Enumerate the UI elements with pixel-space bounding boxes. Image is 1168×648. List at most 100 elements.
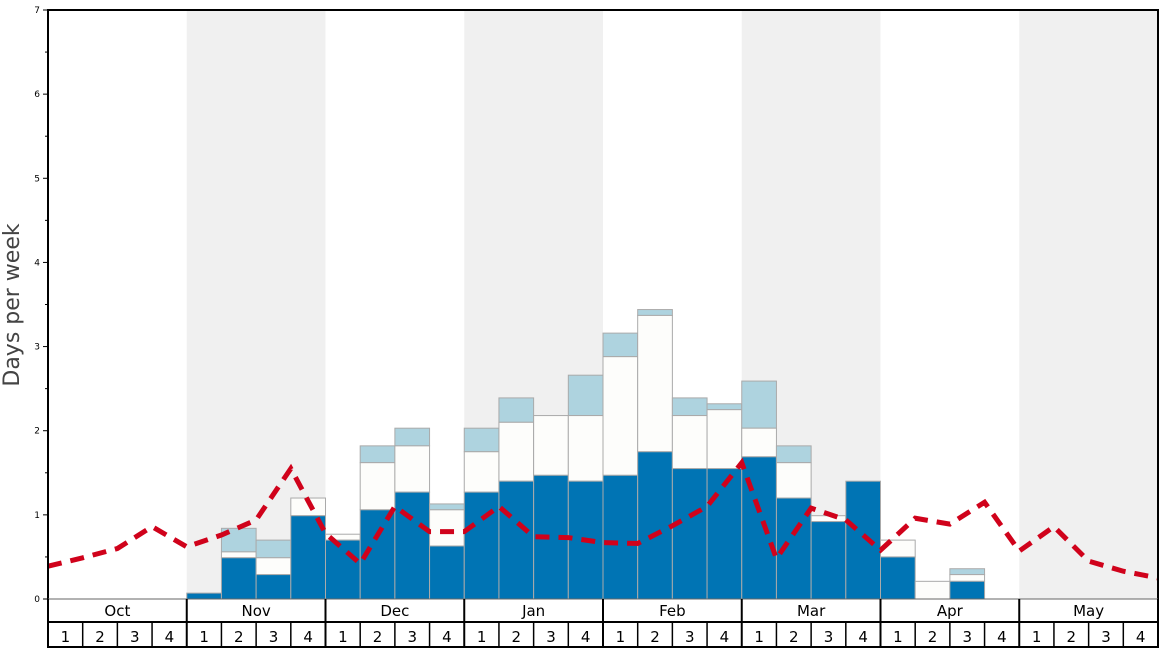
week-label: 4 bbox=[303, 628, 313, 646]
bar-segment-light bbox=[429, 503, 465, 511]
week-label: 1 bbox=[477, 628, 487, 646]
week-label: 1 bbox=[616, 628, 626, 646]
bar-segment-light bbox=[394, 427, 431, 447]
month-label-apr: Apr bbox=[937, 602, 964, 620]
bar-segment-dark bbox=[429, 545, 465, 600]
y-tick-label: 6 bbox=[34, 90, 40, 100]
bar-segment-mid bbox=[429, 509, 465, 547]
week-label: 4 bbox=[1136, 628, 1146, 646]
bar-segment-light bbox=[359, 445, 396, 464]
week-label: 3 bbox=[269, 628, 279, 646]
bar-segment-dark bbox=[741, 456, 777, 600]
bar-segment-mid bbox=[602, 356, 639, 476]
week-label: 1 bbox=[754, 628, 764, 646]
week-label: 2 bbox=[373, 628, 383, 646]
bar-segment-mid bbox=[637, 314, 673, 453]
week-label: 3 bbox=[546, 628, 556, 646]
bar-segment-dark bbox=[463, 491, 500, 600]
week-label: 1 bbox=[199, 628, 209, 646]
bar-segment-mid bbox=[463, 451, 500, 493]
week-label: 3 bbox=[824, 628, 834, 646]
bar-segment-dark bbox=[845, 480, 881, 600]
bar-segment-light bbox=[567, 374, 604, 417]
week-label: 2 bbox=[95, 628, 105, 646]
y-tick-label: 1 bbox=[34, 511, 40, 521]
bar-segment-light bbox=[498, 397, 535, 423]
bar-segment-dark bbox=[949, 580, 986, 600]
week-label: 2 bbox=[1067, 628, 1077, 646]
week-label: 4 bbox=[581, 628, 591, 646]
bar-segment-mid bbox=[359, 462, 396, 511]
week-label: 3 bbox=[962, 628, 972, 646]
y-tick-label: 0 bbox=[34, 595, 40, 605]
bar-segment-dark bbox=[637, 451, 673, 600]
month-label-dec: Dec bbox=[380, 602, 409, 620]
bar-segment-light bbox=[255, 539, 292, 559]
bar-segment-dark bbox=[325, 539, 361, 600]
bar-segment-mid bbox=[220, 551, 257, 559]
month-label-may: May bbox=[1073, 602, 1104, 620]
bar-segment-dark bbox=[255, 574, 292, 600]
week-label: 3 bbox=[685, 628, 695, 646]
week-label: 2 bbox=[234, 628, 244, 646]
week-label: 1 bbox=[1032, 628, 1042, 646]
week-label: 2 bbox=[512, 628, 522, 646]
week-label: 4 bbox=[165, 628, 175, 646]
bar-segment-light bbox=[775, 445, 812, 464]
bar-segment-dark bbox=[602, 474, 639, 600]
month-shade-may bbox=[1019, 10, 1158, 599]
bar-segment-dark bbox=[220, 557, 257, 600]
month-label-jan: Jan bbox=[521, 602, 545, 620]
week-label: 1 bbox=[338, 628, 348, 646]
bar-segment-light bbox=[463, 427, 500, 453]
month-label-nov: Nov bbox=[241, 602, 270, 620]
bar-segment-mid bbox=[741, 427, 777, 458]
week-label: 2 bbox=[928, 628, 938, 646]
month-label-oct: Oct bbox=[104, 602, 130, 620]
bar-segment-dark bbox=[706, 468, 743, 600]
week-label: 4 bbox=[442, 628, 452, 646]
bar-segment-dark bbox=[290, 515, 326, 600]
week-label: 2 bbox=[789, 628, 799, 646]
bar-segment-light bbox=[706, 403, 743, 411]
y-tick-label: 2 bbox=[34, 427, 40, 437]
bar-segment-mid bbox=[671, 415, 708, 470]
bar-segment-mid bbox=[706, 409, 743, 470]
bar-segment-mid bbox=[394, 445, 431, 493]
bar-segment-light bbox=[949, 568, 986, 576]
week-label: 4 bbox=[720, 628, 730, 646]
week-label: 1 bbox=[61, 628, 71, 646]
bar-segment-dark bbox=[810, 521, 847, 600]
y-tick-label: 5 bbox=[34, 174, 40, 184]
y-axis-label: Days per week bbox=[0, 223, 25, 386]
month-label-feb: Feb bbox=[659, 602, 686, 620]
bar-segment-light bbox=[602, 332, 639, 358]
bar-segment-dark bbox=[394, 491, 431, 600]
bar-segment-light bbox=[637, 309, 673, 316]
bar-segment-dark bbox=[671, 468, 708, 600]
bar-segment-dark bbox=[186, 592, 222, 600]
bar-segment-mid bbox=[567, 415, 604, 482]
week-label: 4 bbox=[858, 628, 868, 646]
bar-segment-dark bbox=[880, 556, 916, 600]
bar-segment-mid bbox=[949, 574, 986, 582]
bar-segment-mid bbox=[498, 421, 535, 482]
week-label: 4 bbox=[997, 628, 1007, 646]
week-label: 3 bbox=[407, 628, 417, 646]
y-tick-label: 4 bbox=[34, 258, 40, 268]
bar-segment-mid bbox=[914, 580, 951, 600]
bar-segment-mid bbox=[255, 557, 292, 576]
week-label: 1 bbox=[893, 628, 903, 646]
y-tick-label: 7 bbox=[34, 6, 40, 16]
month-label-mar: Mar bbox=[797, 602, 826, 620]
week-label: 3 bbox=[130, 628, 140, 646]
bar-segment-mid bbox=[533, 415, 569, 476]
bar-segment-light bbox=[671, 397, 708, 417]
bar-segment-dark bbox=[498, 480, 535, 600]
week-label: 2 bbox=[650, 628, 660, 646]
y-tick-label: 3 bbox=[34, 343, 40, 353]
bar-segment-light bbox=[741, 380, 777, 429]
bar-segment-mid bbox=[775, 462, 812, 499]
week-label: 3 bbox=[1101, 628, 1111, 646]
